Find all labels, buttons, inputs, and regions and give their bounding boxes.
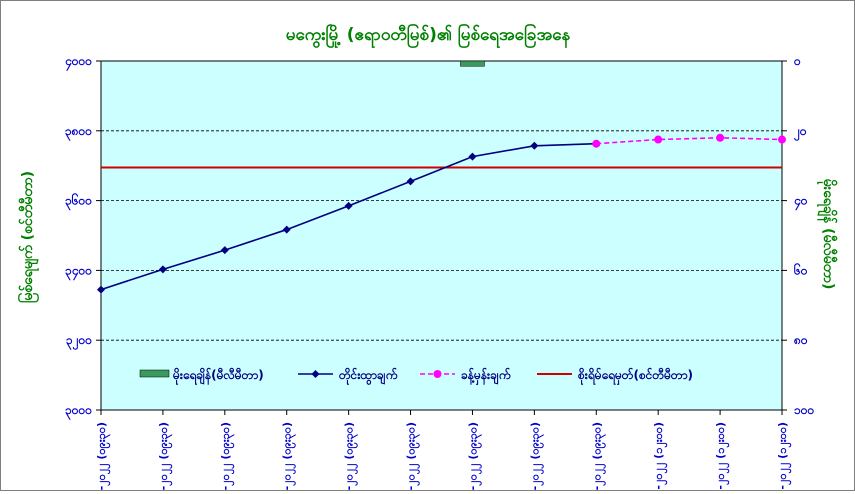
observed-point — [406, 177, 415, 186]
x-tick-label: ၁၉-၇-၂၀၂၂ (၁၂း၀၀) — [776, 422, 792, 490]
observed-point — [344, 201, 353, 210]
y-left-tick-label: ၃၂၀၀ — [66, 333, 92, 351]
y-axis-left-label: မြစ်ရေမျက် (စင်တီမီတာ) — [18, 171, 39, 303]
observed-point — [97, 285, 105, 294]
legend-label-observed: တိုင်းထွာချက် — [338, 366, 398, 386]
y-left-tick-label: ၄၀၀၀ — [64, 54, 92, 72]
x-tick-label: ၁၂-၇-၂၀၂၂ (၀၉း၃၀) — [343, 422, 359, 490]
legend-item-observed: တိုင်းထွာချက် — [298, 366, 398, 386]
legend-label-forecast: ခန့်မှန်းချက် — [461, 366, 511, 386]
y-right-tick-label: ၁၀၀ — [794, 403, 815, 417]
forecast-point — [716, 133, 725, 142]
forecast-line — [596, 136, 783, 145]
forecast-point — [592, 139, 601, 148]
x-tick-label: ၁၃-၇-၂၀၂၂ (၀၉း၃၀) — [405, 422, 421, 490]
x-tick-label: ၁၄-၇-၂၀၂၂ (၀၉း၃၀) — [466, 422, 482, 490]
observed-point — [282, 225, 291, 234]
x-tick-label: ၁၅-၇-၂၀၂၂ (၀၉း၃၀) — [528, 422, 544, 490]
x-tick-label: ၈-၇-၂၀၂၂ (၀၉း၃၀) — [95, 422, 111, 490]
chart-title: မကွေးမြို့ (ဧရာဝတီမြစ်)၏ မြစ်ရေအခြေအနေ — [286, 22, 571, 49]
observed-point — [468, 152, 477, 161]
x-tick-label: ၁၀-၇-၂၀၂၂ (၀၉း၃၀) — [219, 422, 235, 490]
x-tick-label: ၁၇-၇-၂၀၂၂ (၁၂း၀၀) — [652, 422, 668, 490]
observed-point — [220, 246, 229, 255]
series-layer — [97, 60, 786, 294]
y-right-tick-label: ၈၀ — [793, 333, 808, 347]
y-axis-right-label: မိုးရေချိန် (မီလီမီတာ) — [817, 179, 837, 290]
forecast-point — [654, 135, 663, 144]
x-axis: ၈-၇-၂၀၂၂ (၀၉း၃၀) ၉-၇-၂၀၂၂ (၀၉း၃၀) ၁၀-၇-၂၀၂… — [95, 410, 792, 494]
left-axis: ၃၀၀၀ ၃၂၀၀ ၃၄၀၀ ၃၆၀၀ ၃၈၀၀ ၄၀၀၀ — [64, 54, 101, 421]
y-right-tick-label: ၂၀ — [793, 124, 807, 142]
y-left-tick-label: ၃၀၀၀ — [65, 403, 92, 421]
legend-label-rainfall: မိုးရေချိန်(မီလီမီတာ) — [172, 366, 264, 386]
plot-area — [100, 60, 783, 411]
observed-point — [158, 265, 167, 274]
observed-point — [530, 141, 539, 150]
y-left-tick-label: ၃၆၀၀ — [65, 192, 92, 212]
y-right-tick-label: ၀ — [793, 54, 801, 68]
x-tick-label: ၁၆-၇-၂၀၂၂ (၀၉း၃၀) — [590, 422, 606, 490]
legend-swatch-rainfall — [139, 369, 170, 378]
y-left-tick-label: ၃၈၀၀ — [65, 124, 92, 142]
legend-item-forecast: ခန့်မှန်းချက် — [420, 366, 511, 386]
x-tick-label: ၉-၇-၂၀၂၂ (၀၉း၃၀) — [157, 422, 173, 490]
y-right-tick-label: ၆၀ — [793, 261, 808, 277]
rainfall-bar — [460, 60, 485, 67]
legend: မိုးရေချိန်(မီလီမီတာ) တိုင်းထွာချက် ခန့်… — [139, 366, 693, 386]
legend-item-danger-level: စိုးရိမ်ရေမှတ်(စင်တီမီတာ) — [537, 366, 693, 386]
legend-marker-forecast — [433, 370, 442, 378]
legend-label-danger-level: စိုးရိမ်ရေမှတ်(စင်တီမီတာ) — [577, 366, 693, 386]
forecast-point — [778, 135, 786, 144]
x-tick-label: ၁၈-၇-၂၀၂၂ (၁၂း၀၀) — [714, 422, 730, 490]
legend-item-rainfall: မိုးရေချိန်(မီလီမီတာ) — [139, 366, 264, 386]
x-tick-label: ၁၁-၇-၂၀၂၂ (၀၉း၃၀) — [281, 422, 297, 490]
gridlines — [101, 130, 782, 341]
y-left-tick-label: ၃၄၀၀ — [65, 263, 92, 281]
y-right-tick-label: ၄၀ — [793, 194, 808, 212]
legend-marker-observed — [311, 370, 320, 378]
